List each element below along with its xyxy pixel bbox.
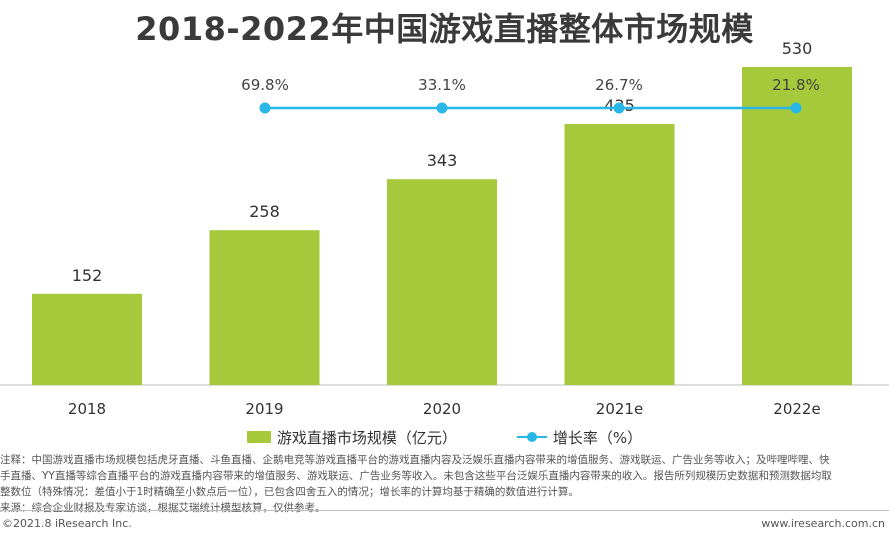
growth-rate-point bbox=[259, 102, 271, 114]
bar-data-label: 343 bbox=[427, 151, 458, 170]
bar-2019 bbox=[209, 230, 320, 385]
x-tick-label: 2018 bbox=[68, 400, 106, 418]
bar-data-label: 258 bbox=[249, 202, 280, 221]
legend-item-growth-rate: 增长率（%） bbox=[516, 427, 643, 448]
notes-block: 注释：中国游戏直播市场规模包括虎牙直播、斗鱼直播、企鹅电竞等游戏直播平台的游戏直… bbox=[0, 452, 889, 516]
note-line: 整数位（特殊情况：差值小于1时精确至小数点后一位），已包含四舍五入的情况；增长率… bbox=[0, 486, 579, 498]
bar-data-label: 152 bbox=[72, 266, 103, 285]
note-line: 注释：中国游戏直播市场规模包括虎牙直播、斗鱼直播、企鹅电竞等游戏直播平台的游戏直… bbox=[0, 454, 830, 466]
bar-2022e bbox=[742, 67, 852, 385]
footer-divider bbox=[0, 510, 889, 511]
legend-label-market-size: 游戏直播市场规模（亿元） bbox=[276, 428, 457, 447]
legend-line-swatch bbox=[516, 431, 547, 443]
source-line: 来源：综合企业财报及专家访谈，根据艾瑞统计模型核算，仅供参考。 bbox=[0, 502, 326, 514]
legend-bar-swatch bbox=[246, 431, 271, 443]
x-tick-label: 2019 bbox=[245, 400, 283, 418]
note-line: 手直播、YY直播等综合直播平台的游戏直播内容带来的增值服务、游戏联运、广告业务等… bbox=[0, 470, 832, 482]
growth-rate-point bbox=[613, 102, 625, 114]
bar-2020 bbox=[387, 179, 497, 385]
growth-rate-point bbox=[436, 102, 448, 114]
website-text: www.iresearch.com.cn bbox=[761, 517, 885, 530]
growth-rate-point bbox=[790, 102, 802, 114]
bar-series bbox=[32, 67, 852, 385]
bar-2018 bbox=[32, 293, 142, 385]
x-tick-label: 2021e bbox=[596, 400, 643, 418]
growth-rate-label: 69.8% bbox=[241, 76, 289, 94]
x-tick-label: 2020 bbox=[423, 400, 461, 418]
growth-rate-label: 33.1% bbox=[418, 76, 466, 94]
legend: 游戏直播市场规模（亿元） 增长率（%） bbox=[0, 426, 889, 448]
copyright-text: ©2021.8 iResearch Inc. bbox=[2, 517, 132, 530]
chart-title: 2018-2022年中国游戏直播整体市场规模 bbox=[135, 10, 754, 48]
growth-rate-label: 26.7% bbox=[595, 76, 643, 94]
x-tick-labels: 2018 2019 2020 2021e 2022e bbox=[68, 400, 821, 418]
growth-rate-label: 21.8% bbox=[772, 76, 820, 94]
legend-item-market-size: 游戏直播市场规模（亿元） bbox=[246, 427, 457, 448]
bar-data-labels: 152258343435530 bbox=[72, 39, 813, 285]
bar-2021e bbox=[564, 124, 675, 385]
growth-rate-series: 69.8% 33.1% 26.7% 21.8% bbox=[241, 76, 820, 114]
legend-label-growth-rate: 增长率（%） bbox=[552, 428, 643, 447]
x-tick-label: 2022e bbox=[773, 400, 820, 418]
bar-data-label: 530 bbox=[782, 39, 813, 58]
